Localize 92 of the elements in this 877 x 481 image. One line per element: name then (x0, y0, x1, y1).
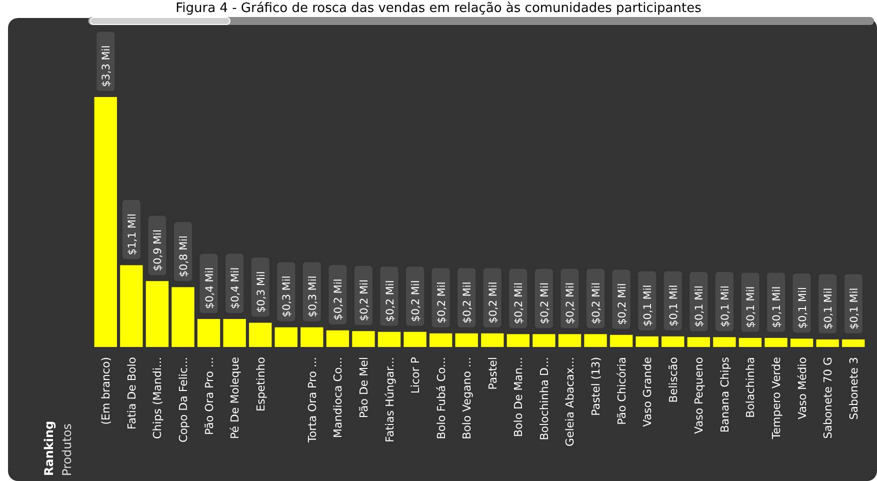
bar (300, 327, 324, 347)
data-label: $0,2 Mil (564, 282, 577, 324)
bar (455, 333, 478, 347)
x-tick-label: Pastel (13) (590, 357, 603, 416)
bar (790, 338, 814, 347)
data-label: $0,2 Mil (538, 282, 551, 324)
x-tick-label: Chips (Mandi... (151, 357, 164, 439)
bar (146, 281, 169, 347)
x-tick-label: Bolochinha D... (538, 357, 551, 440)
x-tick-label: Sabonete 3 (847, 357, 860, 420)
data-label: $0,2 Mil (358, 279, 370, 322)
data-label: $0,1 Mil (771, 286, 784, 328)
x-tick-label: Mandioca Co... (332, 357, 345, 438)
data-label: $0,2 Mil (513, 282, 526, 324)
bar (610, 334, 633, 347)
data-label: $0,1 Mil (719, 286, 732, 328)
bar (352, 331, 375, 347)
x-tick-label: Beliscão (666, 356, 680, 403)
data-label: $0,3 Mil (306, 276, 319, 318)
x-tick-label: Espetinho (254, 356, 268, 412)
x-tick-label: Vaso Pequeno (692, 356, 706, 434)
data-label: $0,8 Mil (178, 236, 190, 278)
bar (481, 333, 504, 347)
x-tick-label: Licor P (409, 356, 422, 394)
bar (120, 265, 143, 347)
data-label: $0,2 Mil (384, 280, 396, 322)
bar (274, 327, 298, 347)
data-label: $0,4 Mil (230, 267, 242, 309)
data-label: $0,2 Mil (590, 282, 603, 324)
bar (764, 338, 788, 347)
x-tick-label: (Em branco) (100, 357, 113, 425)
bar (558, 334, 582, 347)
x-tick-label: Vaso Médio (796, 356, 809, 420)
data-label: $0,9 Mil (152, 229, 164, 272)
data-label: $0,1 Mil (745, 286, 758, 328)
data-label: $0,1 Mil (822, 288, 835, 330)
x-tick-label: Pão Ora Pro ... (202, 357, 216, 435)
data-label: $0,1 Mil (694, 286, 706, 328)
x-tick-label: Bolo De Man... (512, 357, 526, 437)
x-tick-label: Fatias Húngar... (383, 357, 396, 442)
x-tick-label: Bolachinha (744, 357, 758, 418)
x-tick-label: Vaso Grande (641, 356, 654, 427)
x-tick-label: Torta Ora Pro ... (306, 357, 319, 444)
x-tick-label: Copo Da Felic... (176, 357, 190, 442)
data-label: $0,2 Mil (436, 282, 448, 324)
data-label: $0,4 Mil (204, 267, 216, 309)
data-label: $0,1 Mil (668, 284, 680, 326)
bar (404, 332, 426, 347)
data-label: $0,1 Mil (796, 287, 809, 329)
data-label: $0,3 Mil (255, 271, 268, 313)
bar (713, 337, 736, 347)
data-label: $0,2 Mil (410, 280, 422, 322)
x-tick-label: Fatia De Bolo (125, 356, 138, 430)
data-label: $1,1 Mil (126, 214, 138, 256)
data-label: $3,3 Mil (100, 45, 113, 87)
x-tick-label: Bolo Fubá Co... (434, 357, 448, 440)
data-label: $0,2 Mil (616, 283, 628, 325)
text: Ranking (42, 420, 56, 476)
text: Produtos (60, 423, 74, 476)
x-tick-label: Pão Chicória (615, 357, 628, 425)
x-tick-label: Sabonete 70 G (822, 357, 835, 439)
bar (584, 334, 607, 347)
bar (223, 318, 246, 347)
data-label: $0,1 Mil (642, 284, 654, 326)
bar (326, 330, 350, 347)
x-tick-label: Pastel (486, 357, 500, 390)
bar (378, 332, 401, 347)
bar (842, 339, 865, 347)
data-label: $0,2 Mil (487, 282, 500, 324)
x-tick-label: Bolo Vegano ... (460, 357, 474, 440)
bar (248, 322, 272, 347)
bar (506, 334, 530, 347)
x-tick-label: Tempero Verde (770, 356, 784, 440)
bar (738, 338, 762, 347)
x-tick-label: Pé De Moleque (228, 356, 242, 440)
data-label: $0,2 Mil (332, 278, 345, 320)
bar (172, 287, 194, 347)
bar (429, 333, 452, 347)
x-tick-label: Geleia Abacax... (564, 357, 577, 446)
chart-title: Figura 4 - Gráfico de rosca das vendas em relação às comunidades participantes (176, 1, 702, 16)
x-tick-label: Banana Chips (718, 356, 732, 433)
x-tick-label: Pão De Mel (357, 357, 370, 418)
bar (687, 337, 710, 347)
bar (636, 336, 658, 347)
data-label: $0,1 Mil (848, 288, 860, 330)
bar (94, 97, 117, 347)
bar (662, 336, 684, 347)
data-label: $0,3 Mil (281, 276, 294, 318)
bar (532, 334, 556, 347)
data-label: $0,2 Mil (462, 282, 474, 324)
bar (197, 318, 220, 347)
bar (816, 339, 839, 347)
